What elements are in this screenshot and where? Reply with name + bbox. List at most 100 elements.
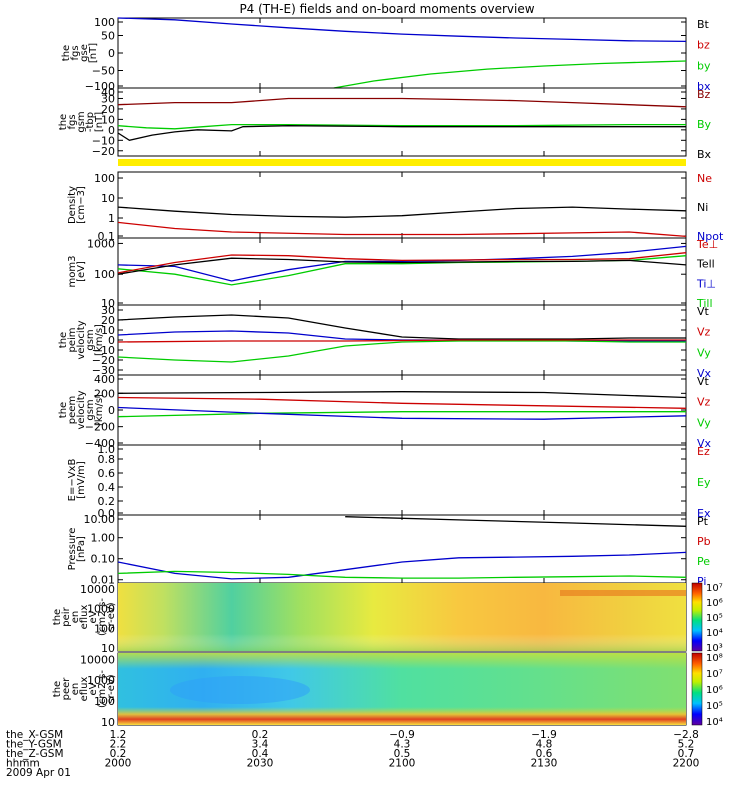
colorbar-tick-label: 10⁶	[706, 598, 723, 609]
ytick-label: 10	[101, 192, 115, 205]
electron-spectrogram-core	[170, 676, 310, 704]
series-line-bx	[117, 17, 687, 43]
legend-entry: Bt	[697, 18, 710, 31]
ylabel-line: peim	[67, 327, 78, 352]
ytick-label: 10	[101, 642, 115, 655]
ylabel-line: eV	[88, 610, 99, 623]
ylabel-line: eV	[88, 682, 99, 695]
ylabel-line: [km/s]	[94, 394, 105, 426]
series-line-Vt	[117, 391, 687, 399]
plot-title: P4 (TH-E) fields and on-board moments ov…	[239, 2, 534, 16]
ytick-label: 0	[108, 124, 115, 137]
ytick-label: 0.6	[98, 467, 116, 480]
legend-entry: Vy	[697, 416, 711, 429]
colorbar-tick-label: 10⁷	[706, 583, 723, 594]
legend-entry: By	[697, 118, 712, 131]
ytick-label: −20	[92, 145, 115, 158]
legend-entry: Vt	[697, 375, 710, 388]
panel-frame-temperature	[117, 237, 687, 306]
ylabel-line: [cm−3]	[76, 186, 87, 224]
ytick-label: 1	[108, 212, 115, 225]
ion-spectrogram	[118, 583, 686, 651]
legend-entry: Pi	[697, 575, 706, 588]
electron-spectrogram	[118, 653, 686, 725]
colorbar-tick-label: 10⁵	[706, 613, 723, 624]
orbit-table: the_X-GSM 1.2 0.2 −0.9 −1.9 −2.8 the_Y-GSM 2.2 3…	[6, 729, 699, 770]
ytick-label: 1.00	[91, 532, 116, 545]
ylabel-line: peir	[61, 606, 72, 626]
ylabel-line: gse	[79, 44, 90, 62]
ytick-label: −10	[92, 344, 115, 357]
colorbar-tick-label: 10⁸	[706, 653, 723, 664]
panel-frame-density	[117, 171, 687, 239]
series-line-Vz	[117, 339, 686, 343]
ylabel-line: sr-eV)	[106, 674, 117, 703]
series-line-Pt	[345, 516, 687, 527]
ylabel-line: fgs	[67, 114, 78, 129]
ylabel-line: sr-eV)	[106, 602, 117, 631]
series-line-Vz	[117, 396, 687, 409]
ytick-label: 1000	[87, 237, 115, 250]
series-line-Bx	[117, 125, 686, 141]
colorbar-tick-label: 10³	[706, 643, 723, 654]
ylabel-line: en	[70, 683, 81, 696]
ylabel-line: gsm	[76, 111, 87, 132]
ytick-label: −200	[85, 421, 115, 434]
series-line-Ne	[117, 221, 687, 238]
ylabel-line: en	[70, 611, 81, 624]
orbit-row-label: the_Y-GSM	[6, 739, 62, 751]
legend-entry: by	[697, 59, 711, 72]
legend-entry: bz	[697, 39, 710, 52]
ytick-label: 20	[101, 314, 115, 327]
series-line-Ti⊥	[117, 245, 687, 282]
orbit-value: 2030	[247, 758, 274, 770]
legend-entry: Till	[696, 297, 713, 310]
ylabel-line: peer	[61, 677, 72, 701]
legend-entry: Ti⊥	[696, 277, 716, 290]
orbit-value: 1.2	[110, 729, 127, 741]
orbit-row-label: the_X-GSM	[6, 729, 63, 741]
ylabel-line: mom3	[67, 256, 78, 288]
series-line-Vt	[117, 314, 686, 340]
orbit-row-label: the_Z-GSM	[6, 748, 64, 760]
ytick-label: 10000	[80, 583, 115, 596]
orbit-value: 2000	[105, 758, 132, 770]
orbit-value: 0.5	[394, 748, 411, 760]
ytick-label: 100	[94, 172, 115, 185]
orbit-row-label: hhmm	[6, 758, 40, 770]
ytick-label: 30	[101, 304, 115, 317]
ytick-label: 1000	[87, 674, 115, 687]
orbit-value: 2130	[531, 758, 558, 770]
date-label: 2009 Apr 01	[6, 767, 71, 779]
legend-entry: Ni	[697, 201, 708, 214]
series-line-Ni	[117, 206, 687, 218]
ion-spectrogram-band	[560, 590, 686, 596]
ytick-label: −50	[92, 65, 115, 78]
ytick-label: 0.2	[98, 495, 116, 508]
series-line-Tell	[117, 257, 687, 275]
ylabel-line: [mV/m]	[76, 461, 87, 499]
legend-entry: Tell	[696, 258, 715, 271]
legend-entry: bx	[697, 80, 711, 93]
series-line-Vy	[117, 411, 686, 418]
legend-entry: Vt	[697, 305, 710, 318]
legend-entry: Ey	[697, 476, 711, 489]
ylabel-line: [eV]	[76, 261, 87, 282]
series-line-Pi	[117, 551, 687, 580]
ylabel-line: (cm2-s-	[97, 670, 108, 708]
panel-frame-pressure	[117, 514, 687, 584]
ylabel-line: peem	[67, 396, 78, 424]
ylabel-line: the	[52, 681, 63, 697]
ytick-label: 10	[101, 716, 115, 729]
legend-entry: Ne	[697, 172, 712, 185]
orbit-value: −0.9	[389, 729, 415, 741]
ylabel-line: (cm2-s-	[97, 598, 108, 636]
legend-entry: Pe	[697, 555, 710, 568]
legend-entry: Ez	[697, 445, 710, 458]
colorbar-tick-label: 10⁶	[706, 685, 723, 696]
ytick-label: 100	[94, 16, 115, 29]
ytick-label: 100	[94, 268, 115, 281]
ytick-label: −100	[85, 80, 115, 93]
ylabel-line: velocity	[76, 390, 87, 429]
